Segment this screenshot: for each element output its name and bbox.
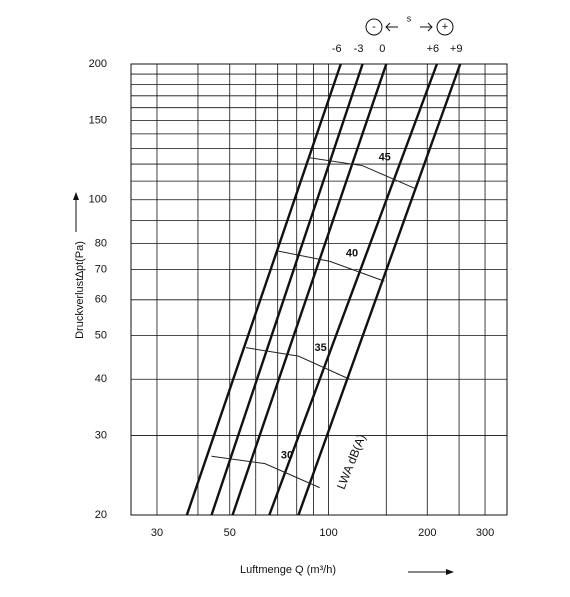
noise-label: 30 <box>281 450 293 462</box>
y-tick-label: 60 <box>95 294 107 306</box>
y-tick-label: 50 <box>95 329 107 341</box>
plus-circle <box>436 18 454 36</box>
s-label: s <box>407 13 412 23</box>
right-arrow <box>420 22 433 32</box>
x-tick-label: 50 <box>224 527 236 539</box>
noise-curve <box>308 157 415 189</box>
left-arrow <box>385 22 398 32</box>
noise-curve <box>277 250 385 282</box>
plot-frame <box>130 63 508 516</box>
y-tick-label: 80 <box>95 237 107 249</box>
series-label: +9 <box>450 43 463 55</box>
y-tick-label: 100 <box>89 194 107 206</box>
series-label: +6 <box>427 43 440 55</box>
line-label: LWA dB(A) <box>334 432 369 491</box>
noise-curve <box>245 347 350 380</box>
series-label: -3 <box>354 43 364 55</box>
y-tick-label: 150 <box>89 114 107 126</box>
minus-sign: - <box>372 21 376 33</box>
y-tick-label: 40 <box>95 373 107 385</box>
fan-line <box>231 63 388 516</box>
y-tick-label: 20 <box>95 509 107 521</box>
x-tick-label: 200 <box>418 527 436 539</box>
noise-label: 40 <box>346 247 358 259</box>
x-tick-label: 30 <box>151 527 163 539</box>
noise-label: 45 <box>379 152 391 164</box>
series-label: -6 <box>332 43 342 55</box>
x-axis-label: Luftmenge Q (m³/h) <box>240 564 336 576</box>
series-label: 0 <box>379 43 385 55</box>
y-arrow-head <box>73 192 79 200</box>
y-tick-label: 200 <box>89 58 107 70</box>
x-tick-label: 300 <box>476 527 494 539</box>
plus-sign: + <box>442 21 448 33</box>
fan-line <box>268 63 439 516</box>
y-tick-label: 30 <box>95 429 107 441</box>
fan-line <box>210 63 364 516</box>
minus-circle <box>365 18 383 36</box>
y-axis-label: Druckverlust∆pt(Pa) <box>74 241 86 339</box>
x-arrow-head <box>446 569 454 575</box>
y-tick-label: 70 <box>95 264 107 276</box>
fan-line <box>297 63 462 516</box>
fan-line <box>185 63 342 516</box>
noise-curve <box>211 455 320 489</box>
x-tick-label: 100 <box>319 527 337 539</box>
noise-label: 35 <box>314 342 326 354</box>
